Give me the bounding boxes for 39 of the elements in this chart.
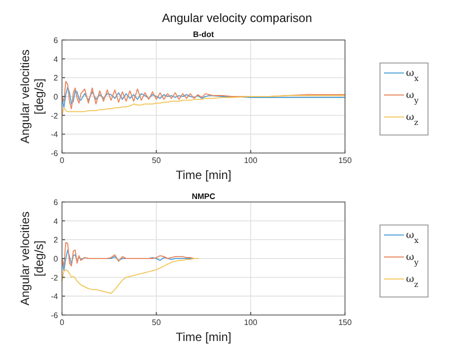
y-tick-label: 6 — [54, 36, 59, 45]
legend-label: ω$_{y}$ — [406, 252, 420, 266]
legend-label: ω$_{x}$ — [406, 230, 420, 244]
line-series — [62, 95, 346, 116]
x-tick-label: 150 — [338, 318, 352, 327]
y-tick-label: -2 — [50, 273, 59, 282]
chart-title: Angular velocity comparison — [162, 11, 312, 25]
y-tick-label: 0 — [54, 92, 59, 102]
y-tick-label: 0 — [54, 254, 59, 264]
y-tick-label: 4 — [54, 54, 59, 64]
chart-subtitle: B-dot — [193, 30, 214, 39]
y-tick-label: -6 — [50, 311, 59, 320]
legend-label: ω$_{x}$ — [406, 68, 420, 82]
x-tick-label: 100 — [244, 318, 258, 327]
x-tick-label: 50 — [152, 318, 162, 327]
line-series — [62, 86, 346, 108]
x-tick-label: 100 — [244, 156, 258, 165]
x-tick-label: 0 — [60, 318, 65, 327]
x-tick-label: 0 — [60, 156, 65, 165]
y-tick-label: -4 — [50, 130, 59, 140]
y-tick-label: -6 — [50, 149, 59, 158]
y-tick-label: 6 — [54, 198, 59, 207]
x-tick-label: 50 — [152, 156, 162, 165]
line-series — [62, 258, 198, 294]
y-axis-title: Angular velocities [deg/s] — [18, 49, 46, 144]
legend-label: ω$_{z}$ — [406, 112, 418, 126]
x-axis-title: Time [min] — [176, 168, 232, 182]
y-tick-label: -4 — [50, 292, 59, 302]
x-axis-title: Time [min] — [176, 330, 232, 344]
line-series — [62, 80, 346, 110]
y-axis-title: Angular velocities [deg/s] — [18, 211, 46, 306]
y-tick-label: 2 — [54, 74, 59, 83]
legend-label: ω$_{y}$ — [406, 90, 420, 104]
legend-label: ω$_{z}$ — [406, 274, 418, 288]
y-tick-label: 4 — [54, 216, 59, 226]
y-tick-label: -2 — [50, 111, 59, 120]
y-tick-label: 2 — [54, 236, 59, 245]
x-tick-label: 150 — [338, 156, 352, 165]
chart-title: NMPC — [192, 192, 216, 201]
